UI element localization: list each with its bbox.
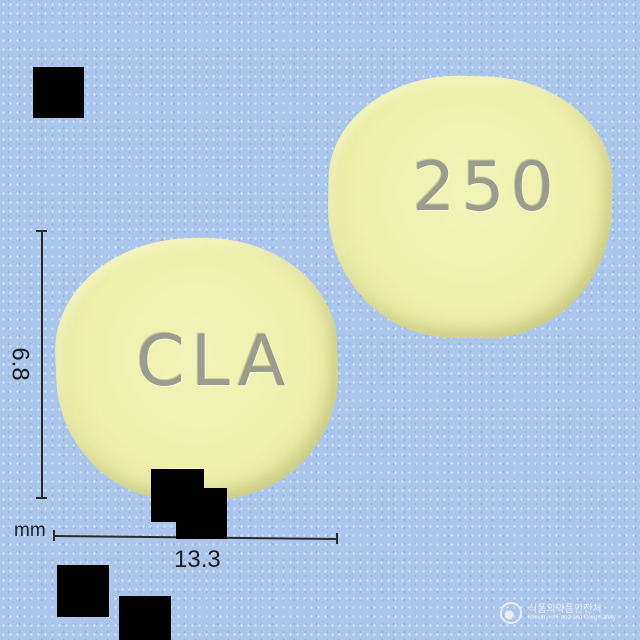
unit-label: mm bbox=[14, 520, 46, 541]
width-tick-right bbox=[336, 533, 338, 544]
watermark-english: Ministry of Food and Drug Safety bbox=[528, 615, 616, 622]
redaction-block bbox=[176, 488, 227, 539]
ministry-logo-icon bbox=[500, 602, 522, 624]
width-tick-left bbox=[53, 530, 55, 541]
height-dimension-line bbox=[41, 230, 43, 498]
watermark: 식품의약품안전처 Ministry of Food and Drug Safet… bbox=[500, 596, 632, 630]
pill-imprint-cla: CLA bbox=[136, 320, 292, 402]
height-tick-bottom bbox=[36, 497, 47, 499]
redaction-block bbox=[33, 67, 84, 118]
pill-imprint-250: 250 bbox=[412, 148, 560, 227]
redaction-block bbox=[57, 565, 109, 617]
height-dimension-label: 6.8 bbox=[6, 347, 34, 381]
height-tick-top bbox=[36, 230, 47, 232]
watermark-korean: 식품의약품안전처 bbox=[528, 604, 602, 616]
width-dimension-label: 13.3 bbox=[174, 546, 221, 573]
redaction-block bbox=[119, 596, 171, 640]
